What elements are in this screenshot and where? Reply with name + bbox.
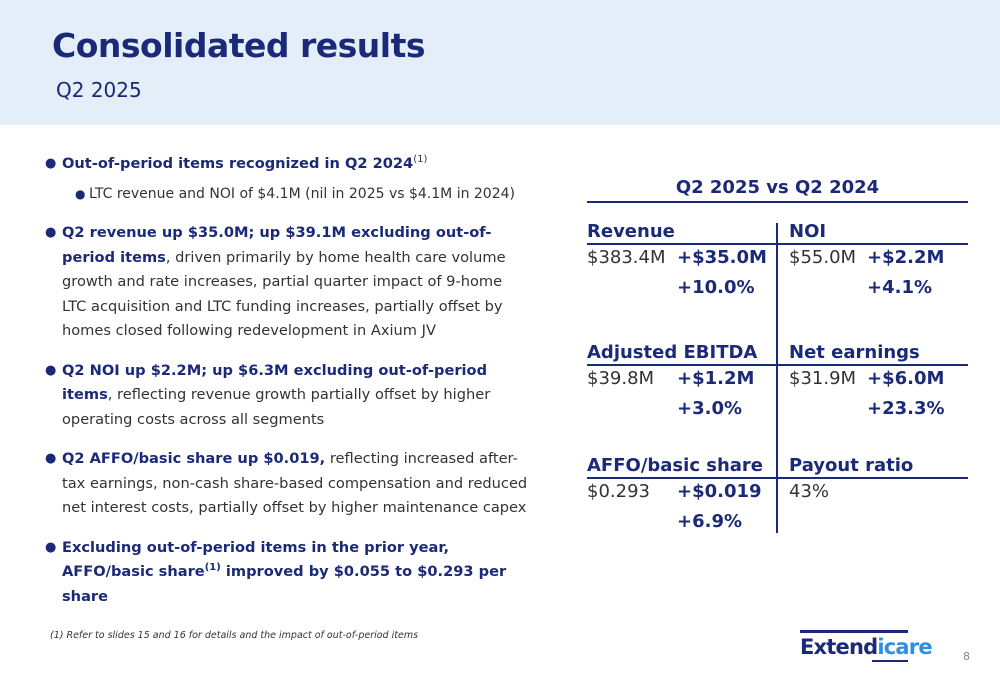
page-number: 8 xyxy=(963,650,970,663)
metric-value-noi: $55.0M xyxy=(789,247,857,268)
bullet-out-of-period: ● Out-of-period items recognized in Q2 2… xyxy=(45,152,530,177)
metric-pct-affo: +6.9% xyxy=(677,511,743,532)
bullet-bold-text: Excluding out-of-period items in the pri… xyxy=(62,538,449,581)
bullet-dot-icon: ● xyxy=(45,539,57,555)
row-rule xyxy=(587,243,968,245)
bullet-list: ● Out-of-period items recognized in Q2 2… xyxy=(45,152,530,609)
metric-pct-noi: +4.1% xyxy=(867,277,933,298)
logo-wordmark: Extendicare xyxy=(800,635,933,659)
metric-change-noi: +$2.2M xyxy=(867,247,945,268)
metric-change-adjusted-ebitda: +$1.2M xyxy=(677,368,755,389)
bullet-text: , reflecting revenue growth partially of… xyxy=(62,386,491,428)
footnote-marker: (1) xyxy=(413,154,428,166)
bullet-dot-icon: ● xyxy=(45,451,57,466)
bullet-bold-text: Q2 revenue up $35.0M; up $39.1M excludin… xyxy=(62,224,492,266)
metric-value-payout-ratio: 43% xyxy=(789,481,830,502)
row-rule xyxy=(587,477,968,479)
bullet-bold-text: Q2 AFFO/basic share up $0.019, xyxy=(62,450,326,467)
metric-pct-revenue: +10.0% xyxy=(677,277,755,298)
bullet-dot-icon: ● xyxy=(45,362,57,378)
logo-bar xyxy=(800,630,908,633)
slide-subtitle: Q2 2025 xyxy=(56,78,142,102)
comparison-title: Q2 2025 vs Q2 2024 xyxy=(675,177,880,198)
metric-pct-adjusted-ebitda: +3.0% xyxy=(677,398,743,419)
bullet-dot-icon: ● xyxy=(75,186,86,201)
footnote: (1) Refer to slides 15 and 16 for detail… xyxy=(50,630,419,641)
bullet-text: reflecting increased after-tax earnings,… xyxy=(62,450,528,516)
bullet-noi: ● Q2 NOI up $2.2M; up $6.3M excluding ou… xyxy=(45,359,530,433)
metric-change-affo: +$0.019 xyxy=(677,481,762,502)
metric-label-revenue: Revenue xyxy=(587,221,675,242)
metric-value-affo: $0.293 xyxy=(587,481,650,502)
bullet-bold-text: Out-of-period items recognized in Q2 202… xyxy=(62,155,414,172)
sub-bullet-text: LTC revenue and NOI of $4.1M (nil in 202… xyxy=(89,185,515,202)
metric-label-noi: NOI xyxy=(789,221,827,242)
logo-underline xyxy=(872,660,908,662)
footnote-marker: (1) xyxy=(204,562,221,574)
bullet-dot-icon: ● xyxy=(45,225,57,240)
bullet-revenue: ● Q2 revenue up $35.0M; up $39.1M exclud… xyxy=(45,221,530,344)
bullet-bold-text: Q2 NOI up $2.2M; up $6.3M excluding out-… xyxy=(62,361,488,404)
metric-value-revenue: $383.4M xyxy=(587,247,666,268)
metric-label-adjusted-ebitda: Adjusted EBITDA xyxy=(587,342,758,363)
metric-label-affo: AFFO/basic share xyxy=(587,455,764,476)
row-rule xyxy=(587,364,968,366)
metric-change-net-earnings: +$6.0M xyxy=(867,368,945,389)
bullet-bold-text: improved by $0.055 to $0.293 per share xyxy=(62,563,507,605)
bullet-dot-icon: ● xyxy=(45,156,57,171)
bullet-affo: ● Q2 AFFO/basic share up $0.019, reflect… xyxy=(45,447,530,521)
bullet-excluding: ● Excluding out-of-period items in the p… xyxy=(45,536,530,610)
bullet-text: , driven primarily by home health care v… xyxy=(62,248,506,340)
metric-pct-net-earnings: +23.3% xyxy=(867,398,945,419)
metric-value-adjusted-ebitda: $39.8M xyxy=(587,368,655,389)
metric-change-revenue: +$35.0M xyxy=(677,247,767,268)
header-band xyxy=(0,0,1000,125)
metric-value-net-earnings: $31.9M xyxy=(789,368,857,389)
metric-label-payout-ratio: Payout ratio xyxy=(789,455,914,476)
metric-label-net-earnings: Net earnings xyxy=(789,342,920,363)
column-divider xyxy=(776,223,778,533)
title-rule xyxy=(587,201,968,203)
comparison-panel: Q2 2025 vs Q2 2024 Revenue NOI $383.4M +… xyxy=(587,175,968,535)
slide-title: Consolidated results xyxy=(52,26,426,65)
sub-bullet-ltc: ● LTC revenue and NOI of $4.1M (nil in 2… xyxy=(45,182,530,207)
